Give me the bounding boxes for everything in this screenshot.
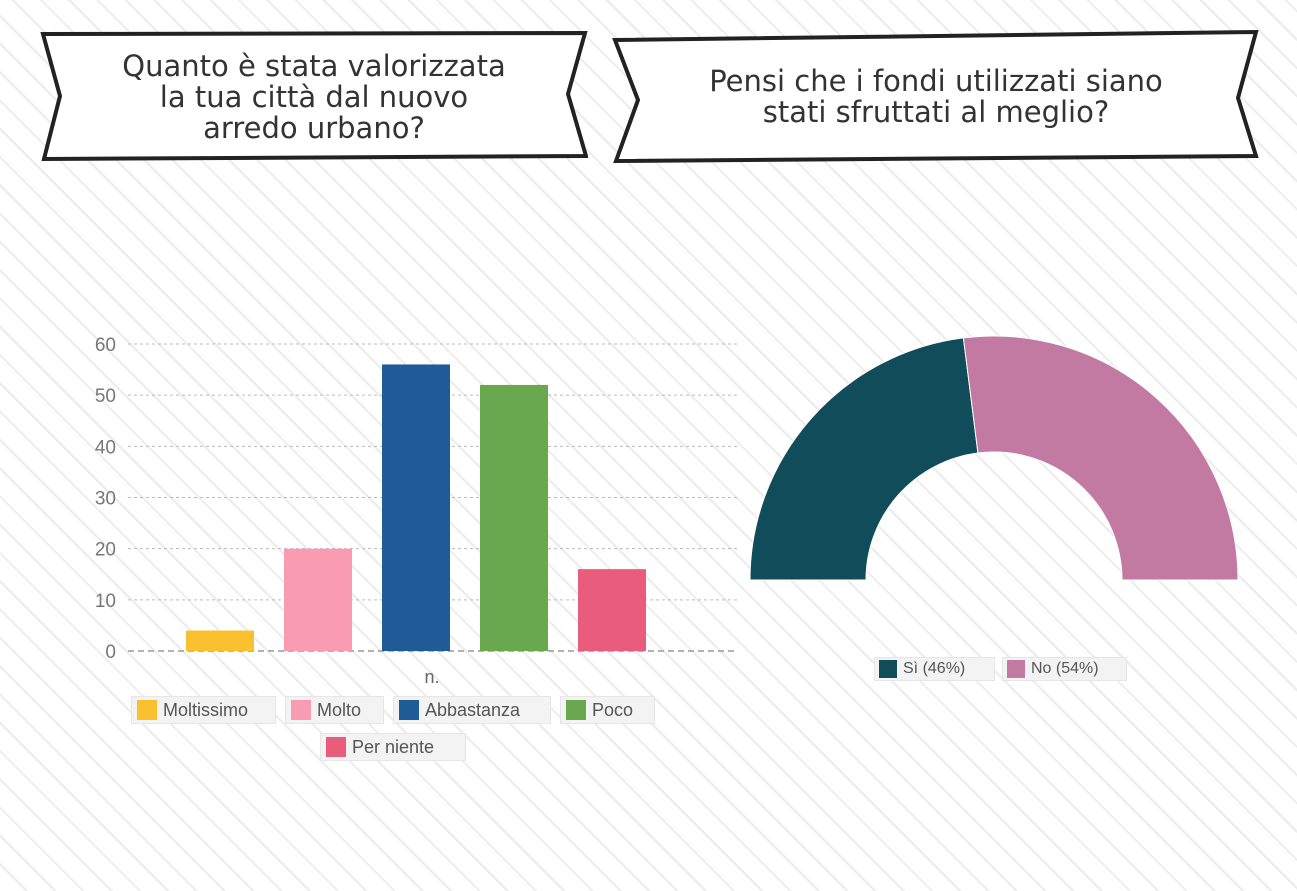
semi-donut-legend-item-1[interactable]: No (54%) (1002, 657, 1127, 681)
bar-per-niente[interactable] (578, 569, 646, 651)
legend-label: Abbastanza (425, 699, 521, 720)
legend-swatch (879, 660, 897, 678)
legend-item-molto[interactable]: Molto (285, 696, 384, 724)
legend-swatch (137, 700, 157, 720)
legend-label: Poco (592, 699, 634, 720)
question-right-line2: stati sfruttati al meglio? (762, 95, 1110, 129)
y-tick-label: 60 (95, 335, 116, 356)
legend-label: Moltissimo (163, 699, 249, 720)
y-tick-label: 50 (95, 386, 116, 407)
bar-chart-y-ticks: 0 10 20 30 40 50 60 (95, 335, 116, 663)
y-tick-label: 20 (95, 540, 116, 561)
question-banner-left: Quanto è stata valorizzata la tua città … (40, 30, 588, 162)
y-tick-label: 40 (95, 437, 116, 458)
y-tick-label: 0 (105, 642, 116, 663)
semi-donut-legend-item-0[interactable]: Sì (46%) (874, 657, 995, 681)
y-tick-label: 10 (95, 591, 116, 612)
banner-shape-left (40, 30, 588, 162)
question-left-line3: arredo urbano? (203, 110, 425, 145)
question-left-line2: la tua città dal nuovo (159, 79, 469, 114)
legend-item-abbastanza[interactable]: Abbastanza (393, 696, 551, 724)
legend-label: Sì (46%) (903, 660, 966, 677)
question-banner-right: Pensi che i fondi utilizzati siano stati… (612, 30, 1260, 164)
legend-item-poco[interactable]: Poco (560, 696, 655, 724)
legend-item-moltissimo[interactable]: Moltissimo (131, 696, 276, 724)
y-tick-label: 30 (95, 489, 116, 510)
question-right-text: Pensi che i fondi utilizzati siano stati… (636, 34, 1236, 160)
legend-swatch (399, 700, 419, 720)
bar-poco[interactable] (480, 384, 548, 651)
legend-item-per-niente[interactable]: Per niente (320, 733, 466, 761)
bar-moltissimo[interactable] (186, 630, 254, 651)
legend-swatch (566, 700, 586, 720)
legend-label: Molto (317, 699, 362, 720)
banner-shape-right (612, 30, 1259, 164)
bar-molto[interactable] (284, 548, 352, 651)
legend-swatch (291, 700, 311, 720)
question-left-text: Quanto è stata valorizzata la tua città … (54, 38, 574, 156)
bar-abbastanza[interactable] (382, 364, 450, 651)
legend-swatch (1007, 660, 1025, 678)
bar-chart-category-label: n. (424, 667, 439, 687)
legend-swatch (326, 737, 346, 757)
legend-label: No (54%) (1031, 660, 1099, 677)
bar-chart-bars (186, 364, 646, 651)
question-left-line1: Quanto è stata valorizzata (122, 48, 506, 83)
legend-label: Per niente (352, 736, 435, 757)
question-right-line1: Pensi che i fondi utilizzati siano (709, 64, 1163, 98)
